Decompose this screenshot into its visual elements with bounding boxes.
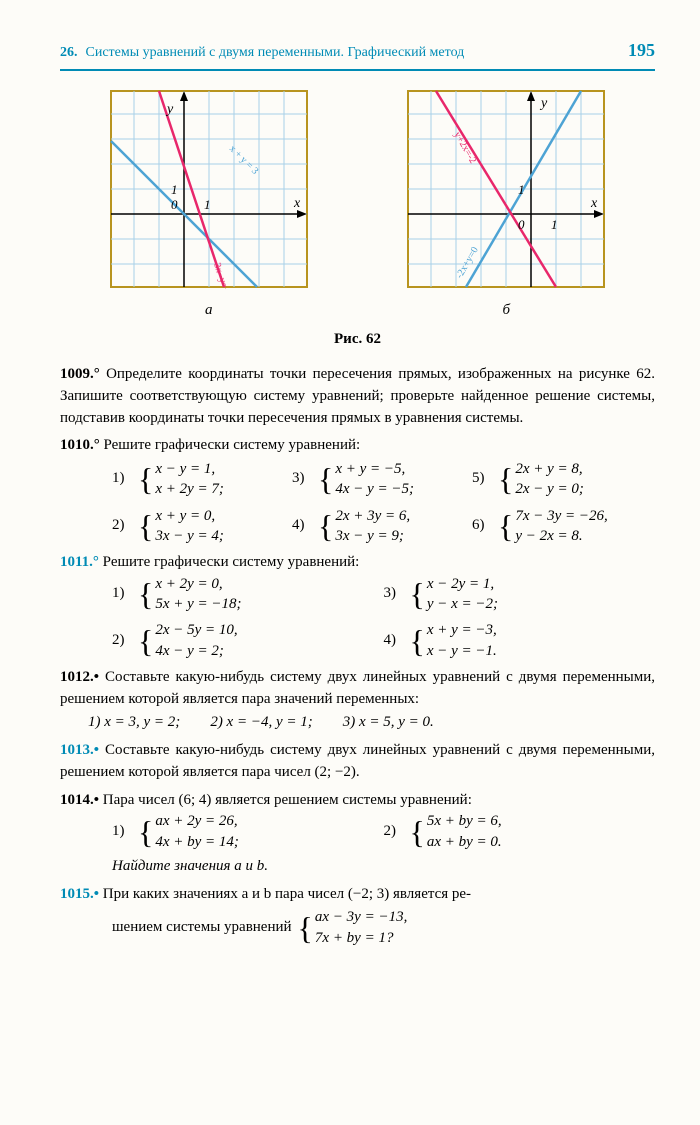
problem-1011: 1011.° Решите графически систему уравнен… [60, 552, 655, 661]
problem-text-1015a: При каких значениях a и b пара чисел (−2… [103, 886, 471, 902]
problem-1015: 1015.• При каких значениях a и b пара чи… [60, 884, 655, 948]
graph-b: 0 1 1 y x y+2x=-2 -2x+y=0 [406, 89, 606, 289]
page-number: 195 [628, 40, 655, 61]
graph-a-container: 0 1 1 y x x + y = 3 3x−y=−1 а [109, 89, 309, 319]
problem-num-1012: 1012.• [60, 669, 99, 685]
problem-1014: 1014.• Пара чисел (6; 4) является решени… [60, 790, 655, 878]
problem-num-1015: 1015.• [60, 886, 99, 902]
problem-num-1010: 1010.° [60, 437, 100, 453]
graphs-row: 0 1 1 y x x + y = 3 3x−y=−1 а [60, 89, 655, 319]
svg-text:y: y [165, 102, 174, 117]
problem-1012-items: 1) x = 3, y = 2; 2) x = −4, y = 1; 3) x … [60, 712, 655, 734]
svg-text:1: 1 [518, 182, 525, 197]
problem-1011-items: 1){x + 2y = 0,5x + y = −18; 2){2x − 5y =… [60, 574, 655, 661]
problem-text-1009: Определите координаты точки пересечения … [60, 366, 655, 426]
problem-1009: 1009.° Определите координаты точки перес… [60, 364, 655, 429]
problem-text-1010: Решите графически систему уравнений: [104, 437, 361, 453]
problem-text-1012: Составьте какую-нибудь систему двух лине… [60, 669, 655, 707]
svg-text:1: 1 [551, 217, 558, 232]
svg-text:1: 1 [171, 182, 178, 197]
figure-caption: Рис. 62 [60, 331, 655, 348]
svg-text:x: x [590, 196, 598, 211]
section-title: Системы уравнений с двумя переменными. Г… [86, 45, 621, 61]
problem-1013: 1013.• Составьте какую-нибудь систему дв… [60, 740, 655, 784]
problem-1010: 1010.° Решите графически систему уравнен… [60, 435, 655, 546]
problem-text-1015b: шением системы уравнений [112, 917, 292, 939]
svg-text:-2x+y=0: -2x+y=0 [454, 245, 481, 280]
problem-text-1013: Составьте какую-нибудь систему двух лине… [60, 742, 655, 780]
graph-a: 0 1 1 y x x + y = 3 3x−y=−1 [109, 89, 309, 289]
page-header: 26. Системы уравнений с двумя переменным… [60, 40, 655, 61]
problem-num-1009: 1009.° [60, 366, 100, 382]
problem-num-1014: 1014.• [60, 792, 99, 808]
header-rule [60, 69, 655, 71]
problem-text-1011: Решите графически систему уравнений: [103, 554, 360, 570]
svg-text:y+2x=-2: y+2x=-2 [452, 130, 479, 165]
problem-text-1014: Пара чисел (6; 4) является решением сист… [103, 792, 472, 808]
problem-1014-items: 1){ax + 2y = 26,4x + by = 14; 2){5x + by… [60, 811, 655, 852]
svg-text:x + y = 3: x + y = 3 [227, 143, 260, 176]
graph-b-label: б [406, 302, 606, 319]
svg-text:x: x [293, 196, 301, 211]
problem-num-1011: 1011.° [60, 554, 99, 570]
section-number: 26. [60, 45, 78, 61]
problem-1012: 1012.• Составьте какую-нибудь систему дв… [60, 667, 655, 734]
svg-text:y: y [539, 96, 548, 111]
svg-text:0: 0 [518, 217, 525, 232]
graph-b-container: 0 1 1 y x y+2x=-2 -2x+y=0 б [406, 89, 606, 319]
svg-text:1: 1 [204, 197, 211, 212]
graph-a-label: а [109, 302, 309, 319]
svg-text:0: 0 [171, 197, 178, 212]
svg-text:3x−y=−1: 3x−y=−1 [211, 262, 233, 289]
problem-1010-items: 1){x − y = 1,x + 2y = 7; 2){x + y = 0,3x… [60, 459, 655, 546]
problem-num-1013: 1013.• [60, 742, 99, 758]
problem-1014-after: Найдите значения a и b. [60, 856, 655, 878]
